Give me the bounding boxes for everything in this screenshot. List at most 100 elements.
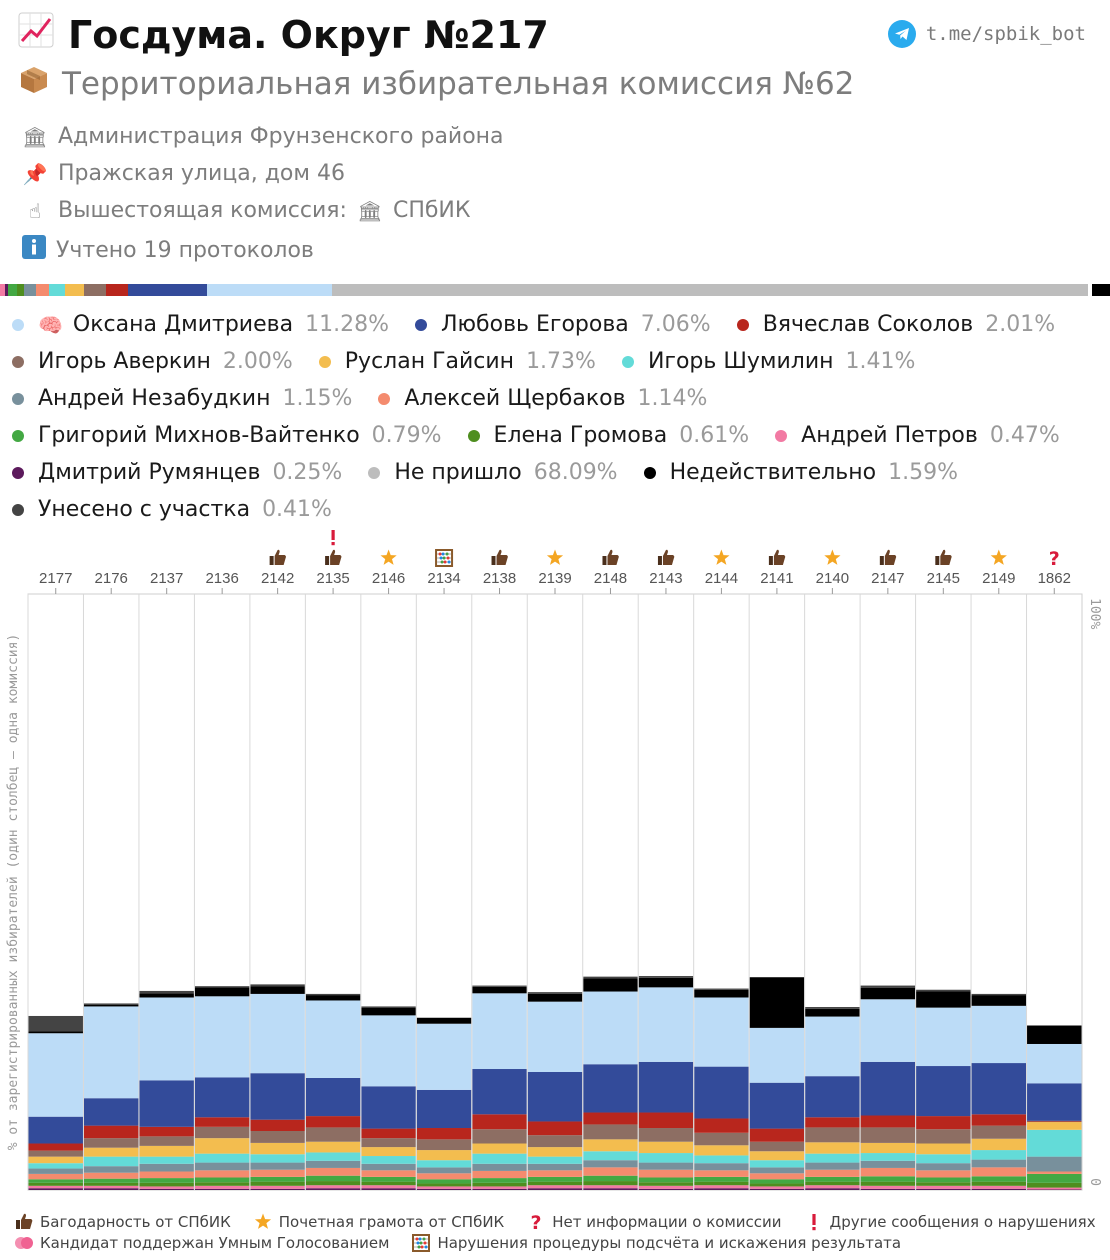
- telegram-link[interactable]: t.me/spbik_bot: [887, 20, 1086, 48]
- legend-item[interactable]: Недействительно 1.59%: [643, 460, 958, 485]
- bar-column[interactable]: [583, 976, 638, 1190]
- bar-segment: [361, 1163, 416, 1171]
- bar-column[interactable]: [361, 1006, 416, 1190]
- legend-percent: 1.41%: [845, 349, 916, 374]
- legend-item[interactable]: Григорий Михнов-Вайтенко 0.79%: [12, 423, 442, 448]
- stacked-bar-chart: 2177 2176 2137 2136 2142 2135 2146 2134 2138 2139…: [6, 530, 1102, 1191]
- legend-item[interactable]: Не пришло 68.09%: [368, 460, 618, 485]
- bar-segment: [694, 997, 749, 1067]
- parent-commission-value[interactable]: СПбИК: [392, 198, 471, 223]
- bar-segment: [305, 1181, 361, 1186]
- bar-segment: [250, 1176, 305, 1182]
- star-icon: [546, 549, 564, 565]
- bar-segment: [305, 1167, 361, 1176]
- bar-segment: [749, 1151, 805, 1161]
- bar-segment: [416, 1089, 472, 1129]
- bar-column[interactable]: [527, 992, 583, 1190]
- bar-column[interactable]: [638, 976, 694, 1190]
- bar-column[interactable]: [694, 988, 749, 1190]
- bar-segment: [860, 985, 916, 988]
- legend-item[interactable]: Алексей Щербаков 1.14%: [378, 386, 707, 411]
- x-tick-label: 2138: [483, 570, 516, 587]
- bar-column[interactable]: [860, 985, 916, 1190]
- bar-segment: [83, 1138, 139, 1148]
- thumb-icon: [325, 549, 342, 565]
- bar-segment: [472, 1129, 527, 1144]
- bar-segment: [305, 1160, 361, 1168]
- bar-segment: [916, 991, 971, 1008]
- pointing-up-icon: ☝: [28, 198, 42, 223]
- bar-column[interactable]: [28, 1015, 83, 1190]
- bar-column[interactable]: [139, 990, 194, 1190]
- bar-segment: [749, 1141, 805, 1152]
- telegram-link-text[interactable]: t.me/spbik_bot: [925, 23, 1086, 45]
- bar-segment: [860, 1167, 916, 1177]
- x-tick-label: 2141: [760, 570, 793, 587]
- bar-segment: [28, 1116, 83, 1144]
- bar-segment: [416, 1160, 472, 1168]
- legend-item[interactable]: Елена Громова 0.61%: [467, 423, 750, 448]
- bar-column[interactable]: [250, 984, 305, 1190]
- legend-label: Оксана Дмитриева: [72, 312, 294, 337]
- bar-column[interactable]: [83, 1003, 139, 1190]
- bar-segment: [1027, 1121, 1082, 1123]
- bar-segment: [28, 1163, 83, 1169]
- bar-column[interactable]: [1027, 1025, 1082, 1190]
- bar-segment: [638, 1182, 694, 1186]
- legend-item[interactable]: Андрей Петров 0.47%: [775, 423, 1060, 448]
- legend-item[interactable]: 🧠 Оксана Дмитриева 11.28%: [12, 312, 389, 337]
- legend-item[interactable]: Игорь Шумилин 1.41%: [621, 349, 916, 374]
- chart-up-icon: [18, 12, 54, 57]
- legend-item[interactable]: Унесено с участка 0.41%: [12, 497, 332, 522]
- y-tick-label-min: 0: [1087, 1178, 1102, 1186]
- bar-segment: [583, 1181, 638, 1186]
- bar-segment: [971, 1181, 1027, 1186]
- brain-icon: [15, 1237, 33, 1249]
- share-bar-segment: [36, 284, 49, 296]
- legend-item[interactable]: Любовь Егорова 7.06%: [414, 312, 711, 337]
- legend-item[interactable]: Андрей Незабудкин 1.15%: [12, 386, 352, 411]
- legend-percent: 0.61%: [679, 423, 750, 448]
- bar-column[interactable]: [472, 985, 527, 1190]
- bar-segment: [416, 1128, 472, 1140]
- legend-swatch: [12, 318, 24, 331]
- bar-segment: [416, 1167, 472, 1174]
- bar-segment: [749, 1179, 805, 1184]
- bar-column[interactable]: [971, 993, 1027, 1190]
- bar-segment: [361, 1128, 416, 1139]
- bar-segment: [139, 1182, 194, 1187]
- bar-segment: [416, 1186, 472, 1189]
- legend-item[interactable]: Руслан Гайсин 1.73%: [318, 349, 596, 374]
- bar-segment: [860, 1153, 916, 1161]
- bar-segment: [805, 1127, 860, 1143]
- bar-segment: [916, 1188, 971, 1190]
- bar-segment: [805, 1007, 860, 1009]
- bar-segment: [250, 1154, 305, 1163]
- bar-segment: [527, 992, 583, 994]
- protocols-text: Учтено 19 протоколов: [56, 237, 314, 263]
- bar-segment: [916, 989, 971, 992]
- bar-column[interactable]: [749, 977, 805, 1190]
- bar-segment: [694, 1132, 749, 1146]
- legend-swatch: [318, 355, 331, 368]
- bar-segment: [916, 1170, 971, 1178]
- bar-segment: [139, 1136, 194, 1146]
- bar-segment: [472, 1178, 527, 1183]
- x-tick-label: 2148: [594, 570, 627, 587]
- legend-item[interactable]: Вячеслав Соколов 2.01%: [736, 312, 1055, 337]
- share-bar-segment: [7, 284, 17, 296]
- bar-column[interactable]: [805, 1007, 860, 1190]
- legend-item[interactable]: Дмитрий Румянцев 0.25%: [12, 460, 342, 485]
- bar-segment: [860, 999, 916, 1062]
- bar-column[interactable]: [305, 993, 361, 1190]
- bar-segment: [694, 1170, 749, 1177]
- bar-column[interactable]: [416, 1017, 472, 1190]
- legend-percent: 2.00%: [222, 349, 293, 374]
- pushpin-icon: 📌: [22, 161, 48, 186]
- bar-column[interactable]: [194, 986, 250, 1190]
- bar-segment: [305, 993, 361, 996]
- bar-segment: [1027, 1129, 1082, 1157]
- bar-segment: [638, 1153, 694, 1163]
- legend-item[interactable]: Игорь Аверкин 2.00%: [12, 349, 293, 374]
- bar-column[interactable]: [916, 989, 971, 1190]
